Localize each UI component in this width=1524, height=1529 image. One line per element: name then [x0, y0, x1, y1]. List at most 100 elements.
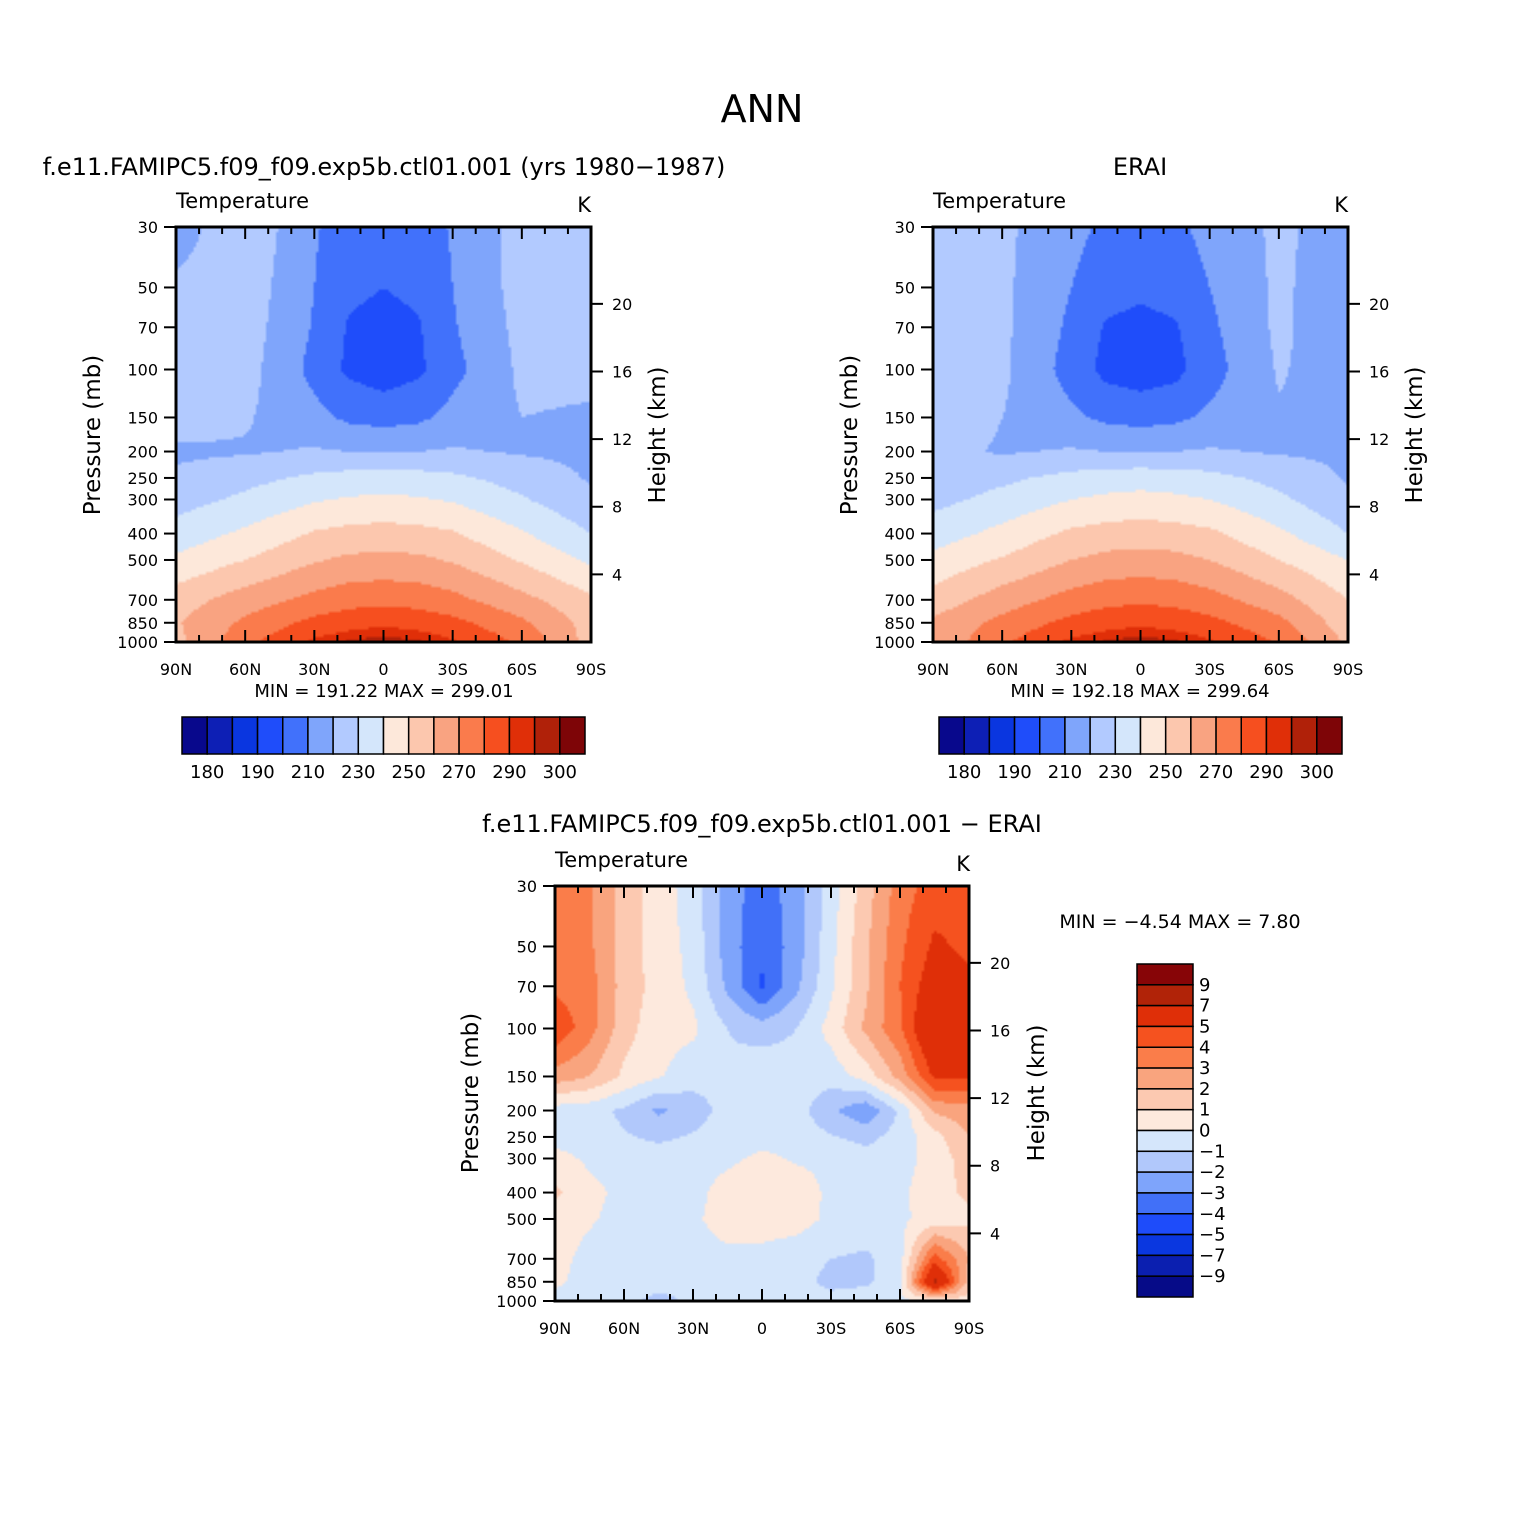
colorbar-swatch	[357, 716, 385, 755]
y-tick-label: 1000	[496, 1292, 537, 1311]
x-tick-label: 30N	[677, 1319, 709, 1338]
y-tick-label: 700	[506, 1250, 537, 1269]
y-axis-label: Pressure (mb)	[80, 355, 106, 515]
colorbar-swatch	[256, 716, 284, 755]
contour-plot: 90N 60N 30N 0 30S 60S 90S 30 50 70 100 150 200 250 300…	[496, 877, 1010, 1338]
colorbar-swatch	[1139, 716, 1167, 755]
y-right-tick-label: 12	[1369, 430, 1389, 449]
colorbar-label: 210	[291, 762, 325, 783]
colorbar-label: 180	[947, 762, 981, 783]
colorbar-swatch	[332, 716, 360, 755]
contour-plot: 90N 60N 30N 0 30S 60S 90S 30 50 70 100 150 200 250 300…	[874, 218, 1389, 679]
colorbar-swatch	[1136, 1088, 1194, 1111]
x-tick-label: 60N	[608, 1319, 640, 1338]
panel-difference-temperature: f.e11.FAMIPC5.f09_f09.exp5b.ctl01.001 − …	[458, 810, 1301, 1338]
x-tick-label: 90N	[160, 660, 192, 679]
x-tick-label: 90S	[1333, 660, 1364, 679]
colorbar-swatch	[938, 716, 965, 755]
colorbar-swatch	[1114, 716, 1142, 755]
y-right-tick-label: 4	[1369, 565, 1379, 584]
colorbar-label: 1	[1199, 1100, 1210, 1121]
y-tick-label: 50	[138, 278, 158, 297]
colorbar-label: 190	[997, 762, 1031, 783]
y-right-tick-label: 12	[990, 1089, 1010, 1108]
y-tick-label: 1000	[874, 633, 915, 652]
y-right-tick-label: 16	[612, 362, 632, 381]
colorbar-swatch	[433, 716, 460, 755]
y-tick-label: 250	[506, 1128, 537, 1147]
colorbar: 180 190 210 230 250 270 290 300	[181, 716, 586, 783]
colorbar-swatch	[382, 716, 410, 755]
x-tick-label: 90N	[917, 660, 949, 679]
y-tick-label: 150	[884, 408, 915, 427]
colorbar-label: 7	[1199, 996, 1210, 1017]
colorbar-swatch	[181, 716, 208, 755]
colorbar-label: 250	[1149, 762, 1183, 783]
y-tick-label: 30	[895, 218, 915, 237]
colorbar-swatch	[282, 716, 309, 755]
contour-field	[933, 227, 1348, 642]
colorbar-swatch	[458, 716, 485, 755]
colorbar-label: 230	[1098, 762, 1132, 783]
colorbar-label: −2	[1199, 1162, 1226, 1183]
colorbar-swatch	[1164, 716, 1192, 755]
min-max-label: MIN = 191.22 MAX = 299.01	[254, 681, 513, 702]
colorbar-swatch	[1240, 716, 1268, 755]
colorbar-swatch	[1136, 1275, 1194, 1298]
colorbar-label: 290	[1249, 762, 1283, 783]
contour-plot: 90N 60N 30N 0 30S 60S 90S 30 50 70 100 150 200 250 300…	[117, 218, 632, 679]
y-tick-label: 500	[127, 551, 158, 570]
y-tick-label: 1000	[117, 633, 158, 652]
y-tick-label: 500	[884, 551, 915, 570]
y-tick-label: 30	[517, 877, 537, 896]
y-right-tick-label: 4	[990, 1224, 1000, 1243]
colorbar-swatch	[1013, 716, 1041, 755]
y-tick-label: 850	[127, 614, 158, 633]
colorbar-swatch	[1215, 716, 1242, 755]
y-tick-label: 250	[884, 469, 915, 488]
colorbar-swatch	[1136, 963, 1194, 986]
colorbar-label: 290	[492, 762, 526, 783]
variable-label: Temperature	[932, 189, 1066, 213]
y-tick-label: 70	[517, 977, 537, 996]
y-tick-label: 250	[127, 469, 158, 488]
colorbar-label: 270	[442, 762, 476, 783]
colorbar-label: 0	[1199, 1121, 1210, 1142]
y-right-tick-label: 20	[612, 295, 632, 314]
colorbar-swatch	[1265, 716, 1293, 755]
x-tick-label: 0	[378, 660, 388, 679]
y-right-tick-label: 8	[1369, 498, 1379, 517]
colorbar-swatch	[1136, 1046, 1194, 1069]
colorbar-swatch	[559, 716, 586, 755]
colorbar-label: 190	[240, 762, 274, 783]
colorbar-label: 5	[1199, 1016, 1210, 1037]
y-tick-label: 500	[506, 1210, 537, 1229]
variable-label: Temperature	[175, 189, 309, 213]
x-tick-label: 90S	[954, 1319, 985, 1338]
colorbar-swatch	[1136, 1129, 1194, 1153]
colorbar-label: 270	[1199, 762, 1233, 783]
colorbar-swatch	[407, 716, 435, 755]
colorbar-swatch	[1190, 716, 1217, 755]
colorbar-swatch	[1136, 1233, 1194, 1257]
colorbar-swatch	[1290, 716, 1318, 755]
colorbar-swatch	[1136, 1213, 1194, 1236]
colorbar-swatch	[1136, 1004, 1194, 1028]
colorbar: 180 190 210 230 250 270 290 300	[938, 716, 1343, 783]
x-tick-label: 60S	[885, 1319, 916, 1338]
colorbar-label: 2	[1199, 1079, 1210, 1100]
y-tick-label: 100	[884, 360, 915, 379]
y-tick-label: 150	[127, 408, 158, 427]
colorbar-label: −7	[1199, 1245, 1226, 1266]
panel-title: ERAI	[1113, 153, 1167, 181]
y-right-tick-label: 16	[1369, 362, 1389, 381]
y-tick-label: 50	[517, 937, 537, 956]
y-tick-label: 50	[895, 278, 915, 297]
y-tick-label: 700	[884, 591, 915, 610]
y-right-tick-label: 8	[612, 498, 622, 517]
panel-obs-temperature: ERAI Temperature K 90N 60N 30N 0 30S 60S 90S 30…	[837, 153, 1428, 783]
x-tick-label: 60S	[507, 660, 538, 679]
colorbar-swatch	[1136, 1192, 1194, 1215]
y-tick-label: 200	[884, 443, 915, 462]
